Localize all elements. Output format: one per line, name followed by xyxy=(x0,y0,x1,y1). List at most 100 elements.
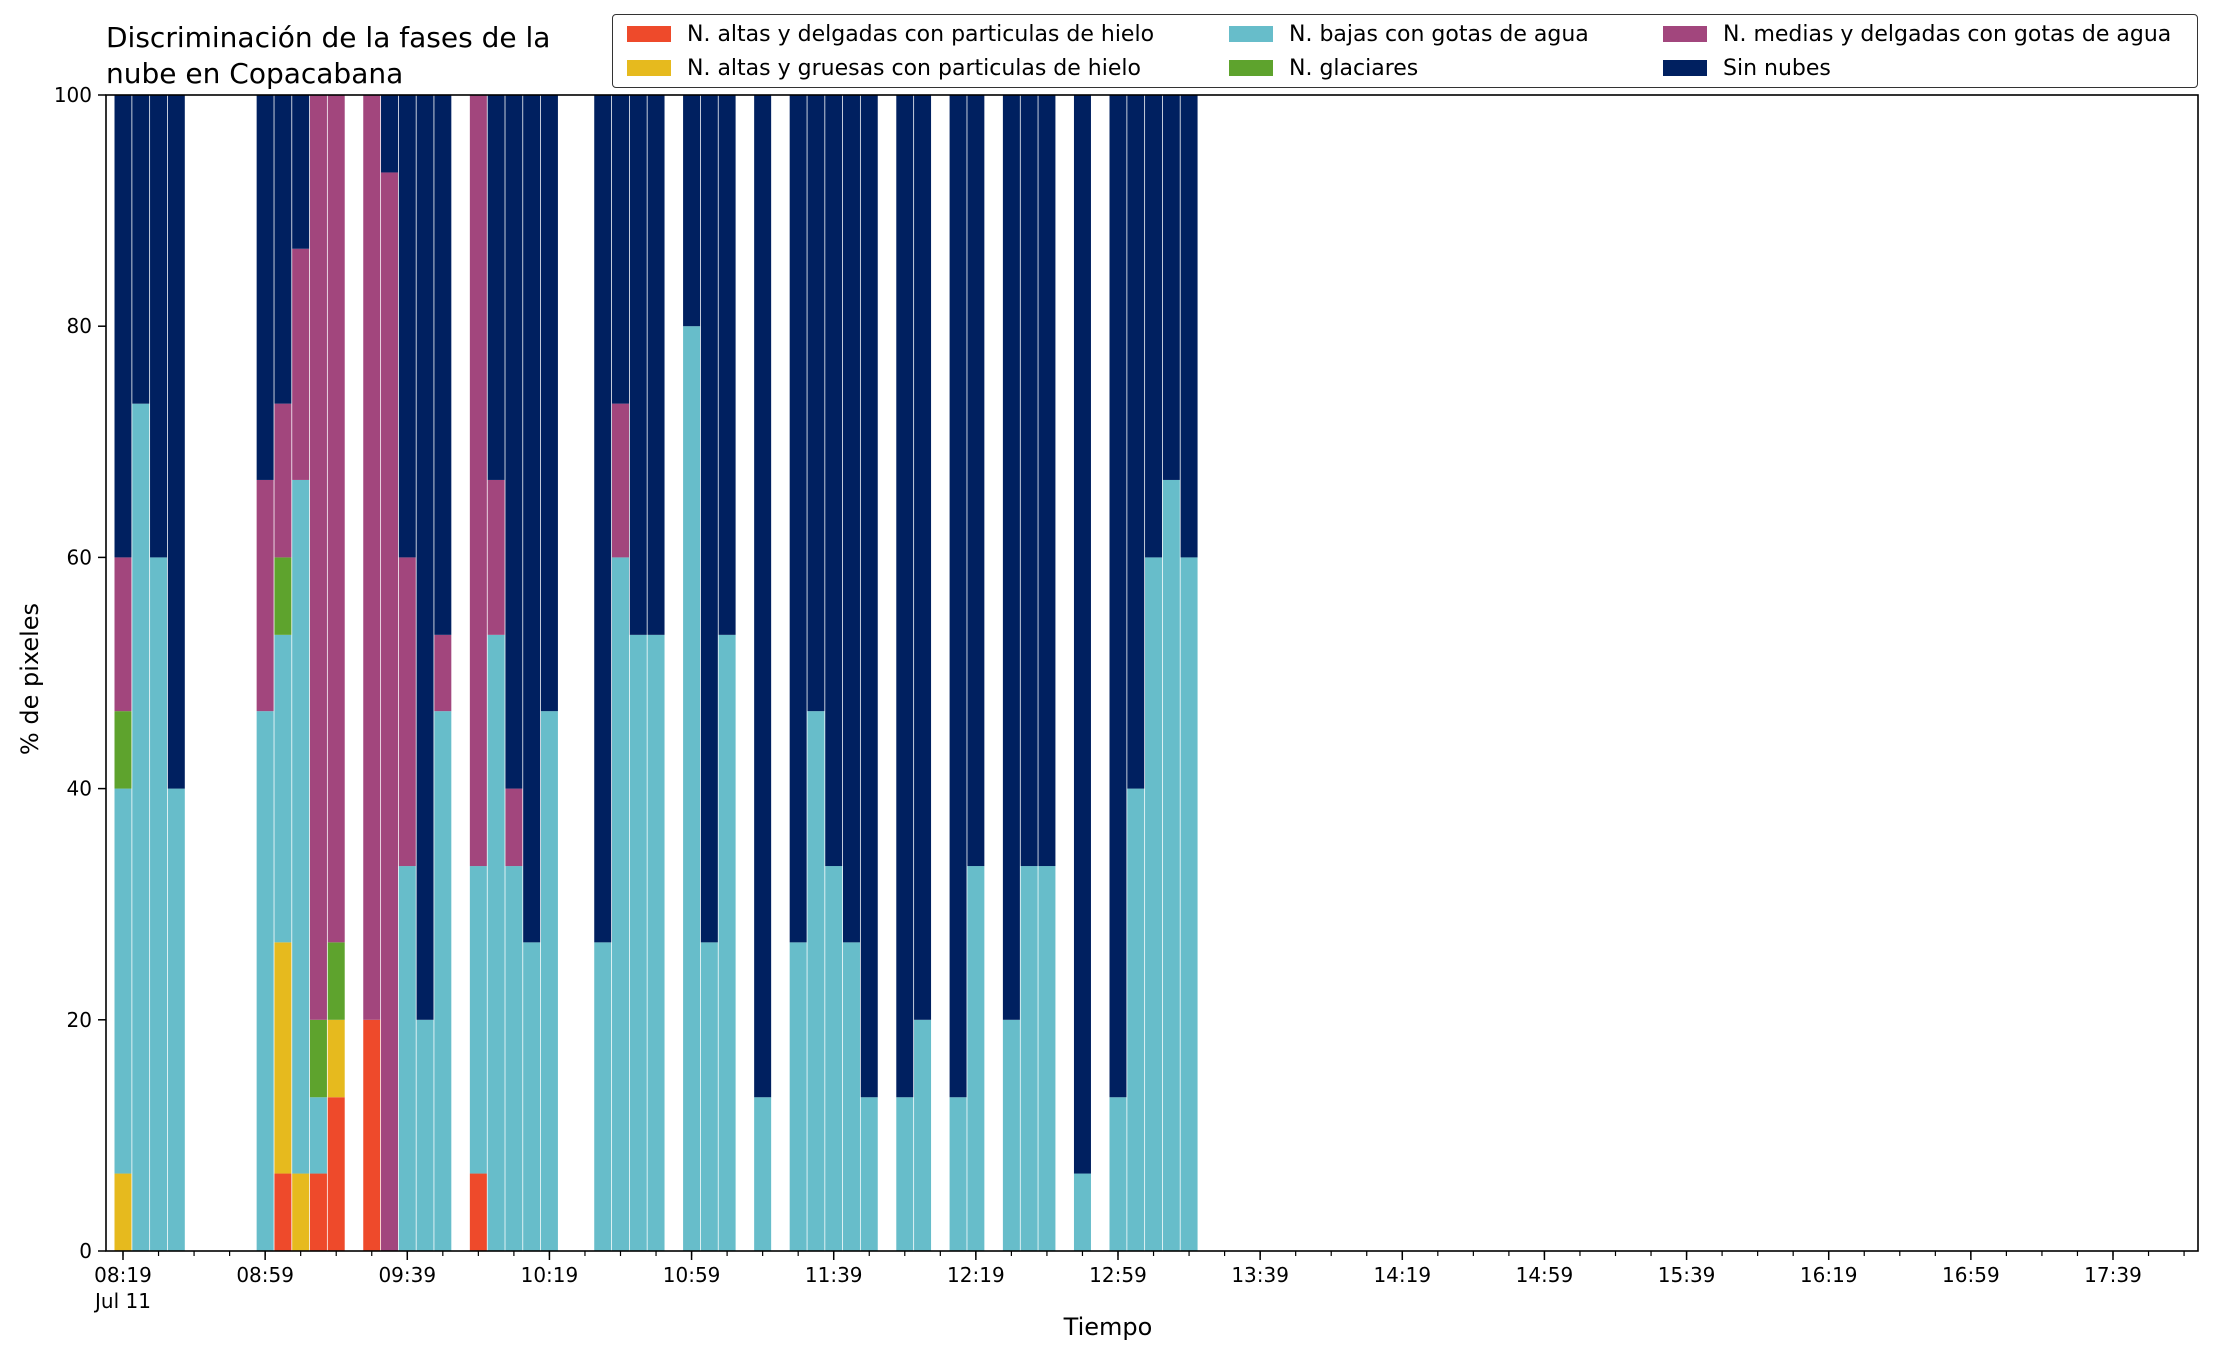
bar-segment-7-2 xyxy=(309,1097,327,1174)
bar-segment-42-5 xyxy=(1145,95,1163,558)
bar-segment-26-5 xyxy=(754,95,772,1098)
bar-segment-15-4 xyxy=(487,479,505,635)
legend-item-series-2: N. altas y gruesas con particulas de hie… xyxy=(627,51,1141,85)
bar-segment-36-5 xyxy=(1002,95,1020,1020)
y-tick-label-0: 0 xyxy=(79,1239,92,1263)
bar-segment-38-2 xyxy=(1038,866,1056,1251)
bar-segment-2-5 xyxy=(150,95,168,558)
bar-segment-39-5 xyxy=(1073,95,1091,1174)
bar-segment-41-5 xyxy=(1127,95,1145,789)
bar-segment-13-5 xyxy=(434,95,452,635)
bar-segment-15-5 xyxy=(487,95,505,480)
bar-segment-42-2 xyxy=(1145,557,1163,1251)
x-tick-label-11: 15:39 xyxy=(1658,1263,1716,1287)
bar-segment-5-0 xyxy=(274,1173,292,1251)
bar-segment-25-5 xyxy=(718,95,736,635)
bar-segment-33-5 xyxy=(914,95,932,1020)
bar-segment-29-2 xyxy=(825,866,843,1251)
legend-item-series-4: N. glaciares xyxy=(1229,51,1418,85)
bar-segment-1-2 xyxy=(132,403,150,1252)
bar-segment-23-2 xyxy=(683,326,701,1251)
bar-segment-29-5 xyxy=(825,95,843,867)
bar-segment-23-5 xyxy=(683,95,701,327)
bar-segment-0-4 xyxy=(114,557,132,712)
bar-segment-19-5 xyxy=(594,95,612,943)
legend-swatch-series-1 xyxy=(627,26,671,42)
bar-segment-5-1 xyxy=(274,942,292,1174)
bar-segment-2-2 xyxy=(150,557,168,1251)
y-axis-label: % de pixeles xyxy=(16,602,44,756)
x-date-label: Jul 11 xyxy=(93,1289,151,1313)
bar-segment-18-2 xyxy=(540,711,558,1251)
bar-segment-15-2 xyxy=(487,634,505,1251)
x-tick-label-7: 12:59 xyxy=(1089,1263,1147,1287)
legend-item-series-5: N. medias y delgadas con gotas de agua xyxy=(1663,17,2171,51)
bar-segment-18-5 xyxy=(540,95,558,712)
bar-segment-16-5 xyxy=(505,95,523,789)
bar-segment-0-3 xyxy=(114,711,132,789)
bar-segment-40-2 xyxy=(1109,1097,1127,1251)
legend-swatch-series-6 xyxy=(1663,60,1707,76)
x-tick-label-2: 09:39 xyxy=(378,1263,436,1287)
bar-segment-40-5 xyxy=(1109,95,1127,1098)
x-tick-label-3: 10:19 xyxy=(521,1263,579,1287)
bar-segment-32-5 xyxy=(896,95,914,1098)
bar-segment-6-2 xyxy=(292,479,310,1174)
legend-item-series-3: N. bajas con gotas de agua xyxy=(1229,17,1589,51)
bar-segment-41-2 xyxy=(1127,788,1145,1251)
bar-segment-0-2 xyxy=(114,788,132,1174)
bar-segment-4-2 xyxy=(256,711,274,1251)
bar-segment-27-5 xyxy=(789,95,807,943)
x-tick-label-9: 14:19 xyxy=(1373,1263,1431,1287)
bar-segment-17-2 xyxy=(523,942,541,1251)
bar-segment-12-5 xyxy=(416,95,434,1020)
legend-swatch-series-5 xyxy=(1663,26,1707,42)
bar-segment-10-4 xyxy=(381,172,399,1251)
bar-segment-12-2 xyxy=(416,1019,434,1251)
bar-segment-43-5 xyxy=(1162,95,1180,480)
bar-segment-24-5 xyxy=(700,95,718,943)
bar-segment-6-4 xyxy=(292,248,310,480)
bar-segment-8-0 xyxy=(327,1097,345,1251)
bar-segment-16-4 xyxy=(505,788,523,867)
bar-segment-37-5 xyxy=(1020,95,1038,867)
bar-segment-3-5 xyxy=(167,95,185,789)
bar-segment-4-4 xyxy=(256,479,274,712)
bar-segment-7-3 xyxy=(309,1019,327,1098)
x-tick-label-6: 12:19 xyxy=(947,1263,1005,1287)
legend-swatch-series-3 xyxy=(1229,26,1273,42)
bar-segment-0-1 xyxy=(114,1173,132,1251)
x-tick-label-13: 16:59 xyxy=(1942,1263,2000,1287)
bar-segment-14-2 xyxy=(469,866,487,1174)
legend-label-series-6: Sin nubes xyxy=(1723,55,1831,81)
legend-item-series-6: Sin nubes xyxy=(1663,51,1831,85)
bar-segment-5-4 xyxy=(274,403,292,558)
bar-segment-4-5 xyxy=(256,95,274,480)
bar-segment-6-1 xyxy=(292,1173,310,1251)
bar-segment-30-2 xyxy=(842,942,860,1251)
bar-segment-35-5 xyxy=(967,95,985,867)
y-tick-label-2: 40 xyxy=(67,777,92,801)
bar-segment-20-4 xyxy=(612,403,629,558)
bar-segment-43-2 xyxy=(1162,479,1180,1251)
bar-segment-27-2 xyxy=(789,942,807,1251)
bar-segment-10-5 xyxy=(381,95,399,173)
bar-segment-28-2 xyxy=(807,711,825,1251)
x-tick-label-0: 08:19 xyxy=(94,1263,152,1287)
chart-title: Discriminación de la fases de la nube en… xyxy=(106,20,550,92)
legend-item-series-1: N. altas y delgadas con particulas de hi… xyxy=(627,17,1154,51)
x-tick-label-8: 13:39 xyxy=(1231,1263,1289,1287)
bar-segment-30-5 xyxy=(842,95,860,943)
bar-segment-14-0 xyxy=(469,1173,487,1251)
bar-segment-14-4 xyxy=(469,95,487,867)
bar-segment-3-2 xyxy=(167,788,185,1251)
bar-segment-11-4 xyxy=(398,557,416,867)
bar-segment-1-5 xyxy=(132,95,150,404)
bar-segment-21-5 xyxy=(629,95,647,635)
legend-label-series-3: N. bajas con gotas de agua xyxy=(1289,21,1589,47)
bar-segment-5-5 xyxy=(274,95,292,404)
bar-segment-37-2 xyxy=(1020,866,1038,1251)
bar-segment-22-5 xyxy=(647,95,665,635)
